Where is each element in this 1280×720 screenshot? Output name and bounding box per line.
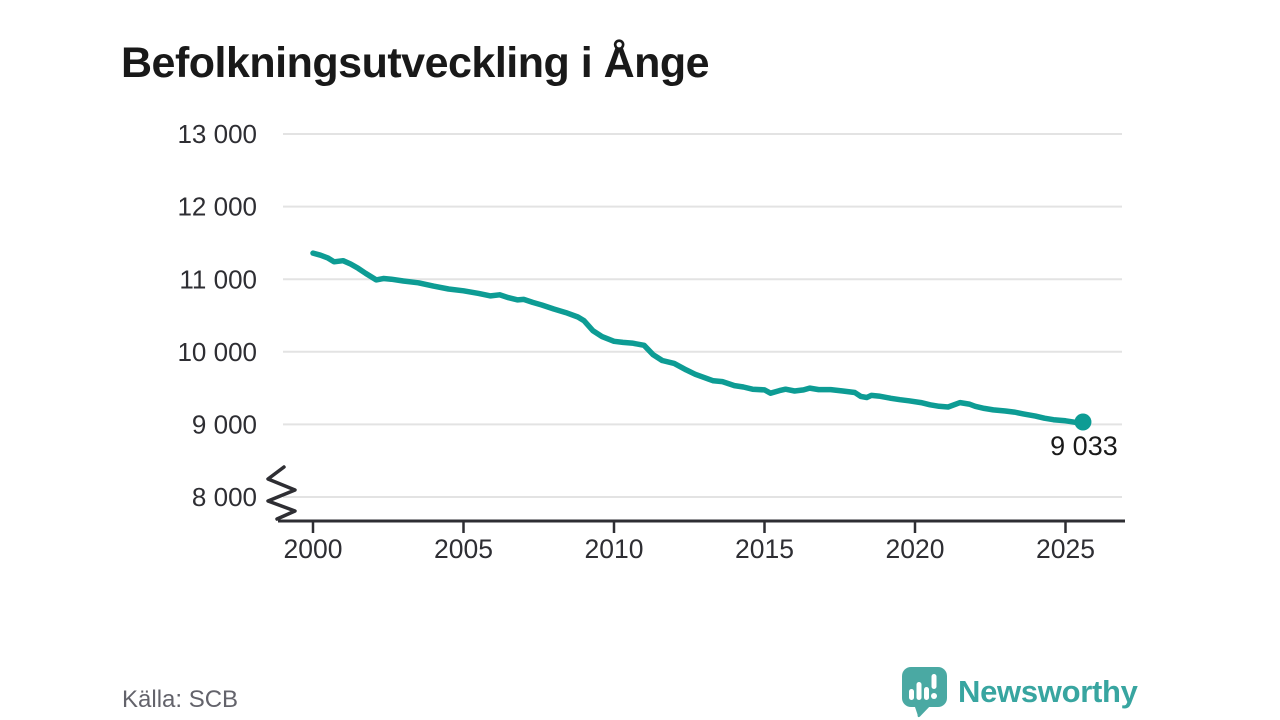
newsworthy-logo: Newsworthy <box>901 666 1138 718</box>
y-tick-label: 11 000 <box>179 264 257 294</box>
y-tick-label: 9 000 <box>192 410 257 440</box>
population-line <box>310 250 1086 425</box>
x-tick-label: 2010 <box>585 534 644 564</box>
x-tick-label: 2005 <box>434 534 493 564</box>
bar-chart-bar-3 <box>924 687 929 700</box>
newsworthy-chart-bubble-icon <box>902 667 947 718</box>
x-tick-label: 2025 <box>1036 534 1095 564</box>
last-value-label: 9 033 <box>1050 431 1118 461</box>
y-tick-label: 10 000 <box>177 337 257 367</box>
last-point-marker <box>1074 413 1092 431</box>
axis-break-icon <box>266 465 297 521</box>
y-tick-label: 8 000 <box>192 482 257 512</box>
bar-chart-bar-2 <box>916 682 922 700</box>
speech-bubble-shape <box>902 667 947 707</box>
x-tick-label: 2000 <box>284 534 343 564</box>
exclamation-mark-dot <box>931 693 937 699</box>
speech-bubble-tail <box>914 704 932 718</box>
y-tick-label: 13 000 <box>177 119 257 149</box>
x-tick-label: 2020 <box>886 534 945 564</box>
x-tick-label: 2015 <box>735 534 794 564</box>
exclamation-mark-bar <box>931 674 937 689</box>
bar-chart-bar-1 <box>909 689 914 700</box>
source-note: Källa: SCB <box>122 686 239 713</box>
page-title: Befolkningsutveckling i Ånge <box>121 38 710 87</box>
y-tick-label: 12 000 <box>177 192 257 222</box>
brand-name: Newsworthy <box>958 674 1138 709</box>
